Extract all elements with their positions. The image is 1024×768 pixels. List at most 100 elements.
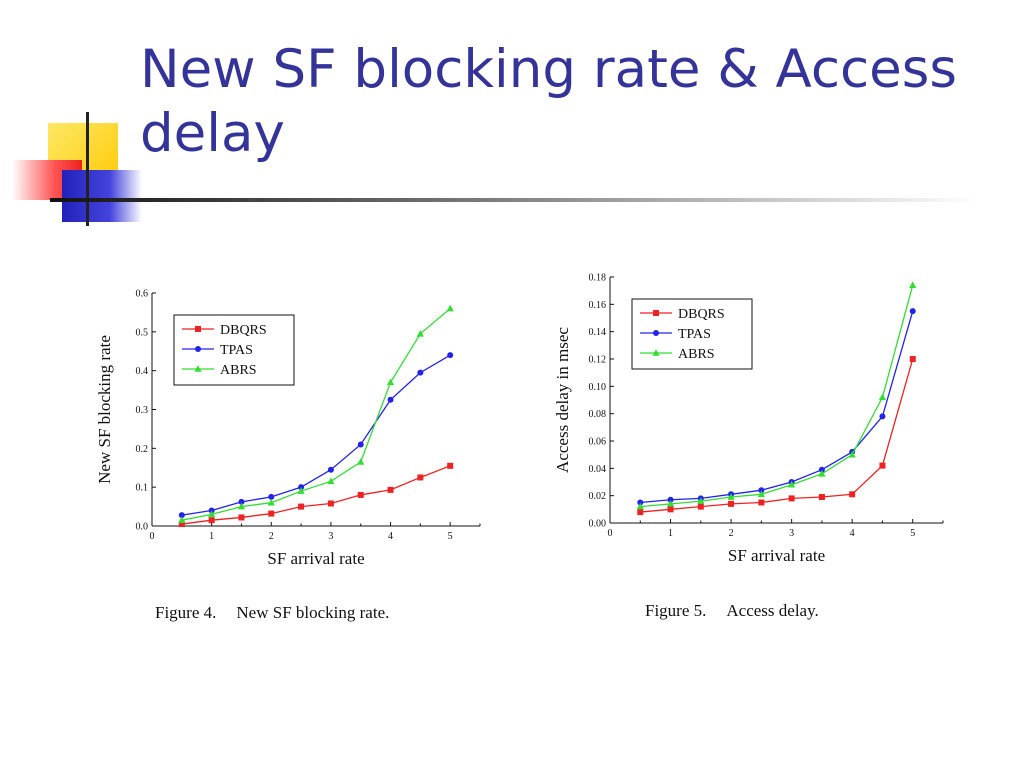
data-point-tpas bbox=[327, 466, 334, 473]
deco-blue-bar bbox=[62, 170, 142, 222]
series-abrs bbox=[636, 281, 917, 510]
data-point-abrs bbox=[909, 281, 917, 288]
data-point-dbqrs bbox=[849, 491, 856, 498]
data-point-abrs bbox=[666, 500, 675, 507]
data-point-abrs bbox=[446, 304, 454, 312]
data-point-tpas bbox=[357, 441, 364, 448]
legend-item-tpas: TPAS bbox=[640, 327, 711, 342]
y-tick-label: 0.0 bbox=[136, 522, 149, 533]
data-point-tpas bbox=[298, 484, 305, 491]
data-point-tpas bbox=[417, 369, 424, 376]
x-tick-label: 0 bbox=[150, 531, 155, 542]
data-point-tpas bbox=[238, 498, 245, 505]
data-point-dbqrs bbox=[327, 500, 334, 507]
data-point-abrs bbox=[386, 378, 395, 386]
legend-label: DBQRS bbox=[678, 307, 725, 322]
y-tick-label: 0.4 bbox=[136, 366, 149, 377]
x-tick-label: 2 bbox=[729, 528, 734, 539]
y-tick-label: 0.5 bbox=[136, 327, 149, 338]
caption-figure-5: Figure 5. Access delay. bbox=[645, 601, 819, 621]
x-tick-label: 4 bbox=[850, 528, 855, 539]
series-line-abrs bbox=[181, 308, 451, 521]
legend: DBQRS TPAS ABRS bbox=[173, 314, 295, 386]
y-tick-label: 0.6 bbox=[136, 289, 149, 300]
data-point-tpas bbox=[268, 493, 275, 500]
data-point-dbqrs bbox=[238, 514, 245, 521]
data-point-dbqrs bbox=[208, 517, 215, 524]
data-point-abrs bbox=[178, 516, 186, 523]
x-axis-label: SF arrival rate bbox=[728, 546, 825, 565]
data-point-dbqrs bbox=[637, 509, 644, 516]
data-point-tpas bbox=[178, 512, 185, 519]
x-tick-label: 3 bbox=[789, 528, 794, 539]
data-point-tpas bbox=[818, 466, 825, 473]
data-point-dbqrs bbox=[879, 462, 886, 469]
caption-figure-4: Figure 4. New SF blocking rate. bbox=[155, 603, 389, 623]
legend-swatch-marker bbox=[653, 330, 659, 336]
series-line-tpas bbox=[640, 310, 914, 504]
legend-label: TPAS bbox=[678, 327, 711, 342]
data-point-dbqrs bbox=[357, 491, 364, 498]
series-line-dbqrs bbox=[640, 358, 914, 513]
x-tick-label: 1 bbox=[209, 531, 214, 542]
y-tick-label: 0.14 bbox=[589, 327, 607, 338]
legend: DBQRS TPAS ABRS bbox=[631, 298, 753, 370]
data-point-abrs bbox=[416, 329, 424, 337]
data-point-dbqrs bbox=[758, 499, 765, 506]
data-point-dbqrs bbox=[909, 356, 916, 362]
y-tick-label: 0.16 bbox=[589, 300, 607, 311]
data-point-dbqrs bbox=[667, 506, 674, 513]
legend-swatch-marker bbox=[195, 346, 201, 352]
data-point-dbqrs bbox=[417, 474, 424, 481]
legend-label: ABRS bbox=[220, 363, 257, 378]
chart-access-delay: 0.00 0.02 0.04 0.06 0.08 0.10 0.12 0.14 0.16 0.18… bbox=[553, 273, 944, 565]
y-tick-label: 0.10 bbox=[589, 382, 607, 393]
y-tick-label: 0.1 bbox=[136, 483, 149, 494]
series-dbqrs bbox=[178, 462, 454, 528]
data-point-abrs bbox=[297, 487, 305, 494]
legend-swatch-marker bbox=[653, 310, 659, 316]
slide-title: New SF blocking rate & Access delay bbox=[140, 39, 957, 164]
series-line-abrs bbox=[640, 285, 914, 508]
data-point-dbqrs bbox=[268, 510, 275, 517]
legend-swatch-marker bbox=[194, 365, 202, 372]
data-point-tpas bbox=[208, 507, 215, 514]
data-point-abrs bbox=[636, 502, 644, 510]
legend-label: ABRS bbox=[678, 347, 715, 362]
data-point-tpas bbox=[667, 496, 674, 503]
series-line-tpas bbox=[181, 354, 451, 516]
data-point-abrs bbox=[697, 497, 705, 504]
caption-text: Access delay. bbox=[726, 601, 819, 620]
legend-swatch-marker bbox=[195, 326, 201, 332]
series-dbqrs bbox=[637, 356, 916, 516]
x-tick-label: 5 bbox=[910, 528, 915, 539]
data-point-dbqrs bbox=[178, 521, 185, 528]
data-point-abrs bbox=[267, 498, 275, 506]
x-tick-label: 1 bbox=[668, 528, 673, 539]
legend-label: DBQRS bbox=[220, 323, 267, 338]
chart-new-sf-blocking-rate: 0.0 0.1 0.2 0.3 0.4 0.5 0.6 0 1 2 3 4 5 SF arrival ra… bbox=[95, 289, 481, 568]
data-point-tpas bbox=[447, 352, 454, 359]
caption-number: Figure 5. bbox=[645, 601, 707, 620]
series-abrs bbox=[178, 304, 454, 523]
y-axis-label: New SF blocking rate bbox=[95, 335, 114, 484]
legend-box bbox=[631, 298, 753, 370]
y-tick-label: 0.04 bbox=[589, 464, 607, 475]
caption-text: New SF blocking rate. bbox=[236, 603, 390, 622]
data-point-tpas bbox=[879, 413, 886, 420]
data-point-abrs bbox=[818, 470, 826, 477]
legend-item-tpas: TPAS bbox=[182, 343, 253, 358]
legend-item-abrs: ABRS bbox=[640, 347, 715, 362]
data-point-abrs bbox=[788, 480, 796, 488]
legend-swatch-marker bbox=[652, 349, 660, 356]
legend-box bbox=[173, 314, 295, 386]
title-underline bbox=[50, 198, 980, 202]
legend-item-dbqrs: DBQRS bbox=[182, 323, 267, 338]
x-tick-label: 4 bbox=[388, 531, 393, 542]
y-tick-label: 0.06 bbox=[589, 437, 607, 448]
data-point-dbqrs bbox=[387, 486, 394, 493]
data-point-tpas bbox=[909, 308, 916, 315]
data-point-abrs bbox=[357, 458, 365, 465]
data-point-dbqrs bbox=[728, 500, 735, 507]
data-point-dbqrs bbox=[447, 462, 454, 469]
